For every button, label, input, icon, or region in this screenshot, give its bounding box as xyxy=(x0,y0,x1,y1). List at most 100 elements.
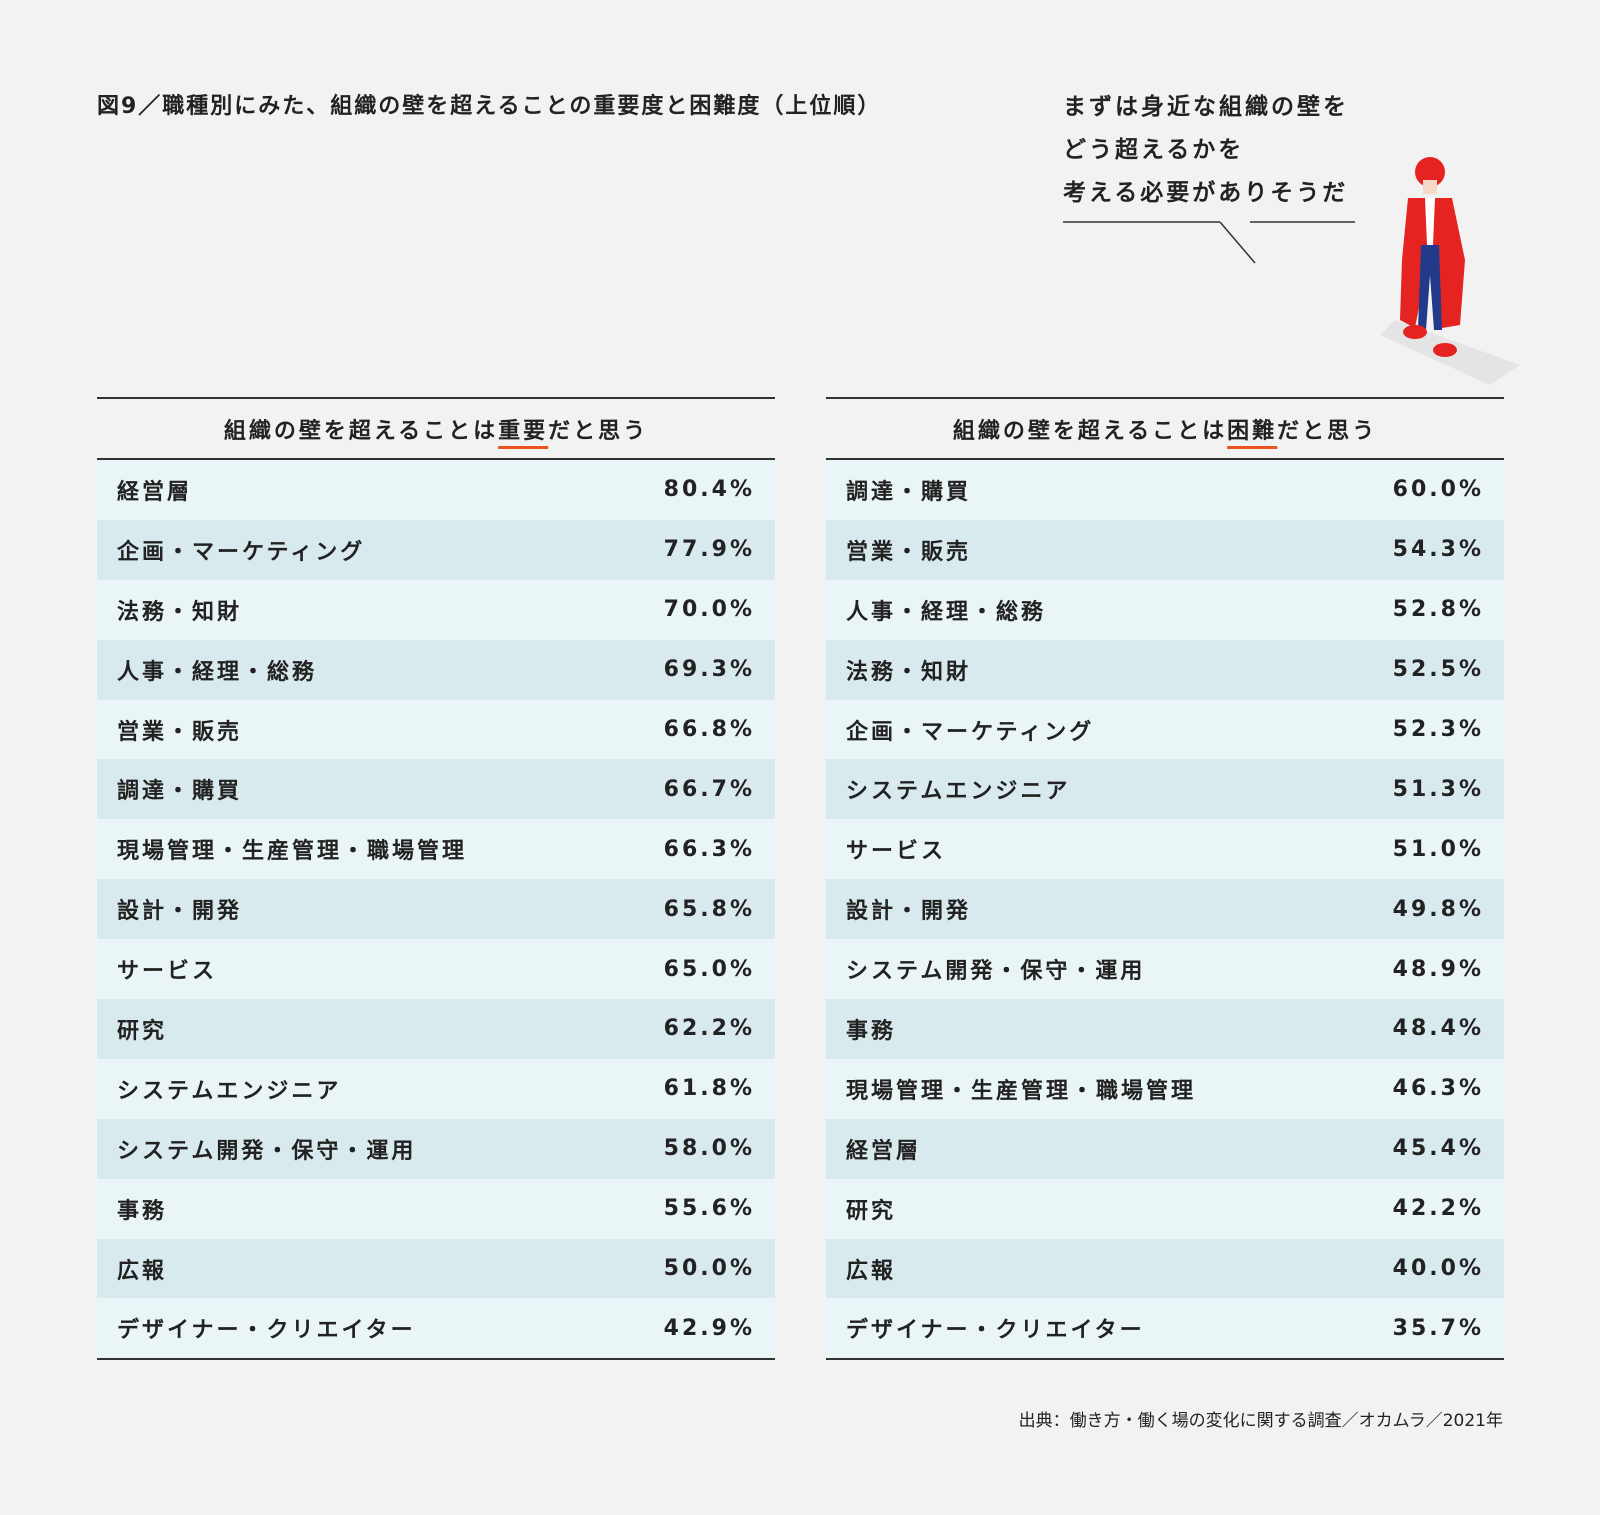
percentage: 42.2% xyxy=(1392,1196,1484,1222)
table-row: 企画・マーケティング 77.9% xyxy=(97,519,775,580)
percentage: 65.8% xyxy=(663,896,755,922)
job-label: 広報 xyxy=(846,1258,897,1284)
table-row: 営業・販売 54.3% xyxy=(826,519,1504,580)
job-label: 企画・マーケティング xyxy=(117,539,366,565)
table-row: 法務・知財 70.0% xyxy=(97,579,775,640)
job-label: 広報 xyxy=(117,1258,168,1284)
percentage: 69.3% xyxy=(663,657,755,683)
percentage: 48.4% xyxy=(1392,1016,1484,1042)
figure-title: 図9／職種別にみた、組織の壁を超えることの重要度と困難度（上位順） xyxy=(97,94,882,119)
job-label: サービス xyxy=(846,839,947,865)
job-label: システム開発・保守・運用 xyxy=(117,1138,417,1164)
job-label: システム開発・保守・運用 xyxy=(846,959,1146,985)
header-after: だと思う xyxy=(1277,418,1378,444)
job-label: システムエンジニア xyxy=(117,1078,342,1104)
percentage: 60.0% xyxy=(1392,477,1484,503)
job-label: 企画・マーケティング xyxy=(846,719,1095,745)
table-row: 営業・販売 66.8% xyxy=(97,699,775,760)
table: 組織の壁を超えることは重要だと思う 経営層 80.4% 企画・マーケティング 77.9%… xyxy=(97,397,775,1361)
table-row: 事務 55.6% xyxy=(97,1178,775,1239)
percentage: 70.0% xyxy=(663,597,755,623)
table-row: 現場管理・生産管理・職場管理 66.3% xyxy=(97,819,775,880)
table: 組織の壁を超えることは困難だと思う調達・購買 60.0% 営業・販売 54.3% 人事・… xyxy=(826,397,1504,1361)
speech: まずは身近な組織の壁を どう超えるかを 考える必要がありそうだ xyxy=(1063,86,1349,215)
job-label: サービス xyxy=(117,959,218,985)
job-label: 調達・購買 xyxy=(117,779,243,805)
job-label: 現場管理・生産管理・職場管理 xyxy=(117,839,468,865)
table-row: サービス 51.0% xyxy=(826,819,1504,880)
head xyxy=(1415,157,1445,187)
table-row: デザイナー・クリエイター 35.7% xyxy=(826,1298,1504,1359)
header-emphasis: 重要 xyxy=(498,418,549,444)
job-label: 経営層 xyxy=(846,1138,922,1164)
table-row: 設計・開発 65.8% xyxy=(97,879,775,940)
percentage: 51.3% xyxy=(1392,776,1484,802)
header-after: だと思う xyxy=(548,418,649,444)
percentage: 54.3% xyxy=(1392,537,1484,563)
table-row: 経営層 45.4% xyxy=(826,1118,1504,1179)
table-row: 法務・知財 52.5% xyxy=(826,639,1504,700)
header-text: 組織の壁を超えることは重要だと思う xyxy=(224,413,648,445)
table-row: 現場管理・生産管理・職場管理 46.3% xyxy=(826,1058,1504,1119)
percentage: 52.3% xyxy=(1392,717,1484,742)
source: 出典：働き方・働く場の変化に関する調査／オカムラ／2021年 xyxy=(1018,1411,1503,1431)
speech-line: 考える必要がありそうだ xyxy=(1063,180,1349,206)
header-before: 組織の壁を超えることは xyxy=(223,418,499,444)
illustration xyxy=(1063,157,1520,385)
table-row: システム開発・保守・運用 48.9% xyxy=(826,939,1504,1000)
job-label: 営業・販売 xyxy=(846,539,972,565)
percentage: 66.8% xyxy=(663,717,755,742)
table-row: 調達・購買 60.0% xyxy=(826,460,1504,520)
percentage: 49.8% xyxy=(1392,896,1484,922)
job-label: 設計・開発 xyxy=(117,899,243,925)
speech-line: まずは身近な組織の壁を xyxy=(1063,94,1349,120)
table-body: 調達・購買 60.0% 営業・販売 54.3% 人事・経理・総務 52.8% 法務・知財 52… xyxy=(826,460,1504,1359)
job-label: 現場管理・生産管理・職場管理 xyxy=(846,1078,1197,1104)
percentage: 52.8% xyxy=(1392,597,1484,623)
percentage: 48.9% xyxy=(1392,956,1484,982)
job-label: 営業・販売 xyxy=(117,719,243,745)
job-label: 経営層 xyxy=(117,479,193,505)
percentage: 40.0% xyxy=(1392,1256,1484,1282)
percentage: 51.0% xyxy=(1392,836,1484,862)
percentage: 61.8% xyxy=(663,1076,755,1102)
speech-line: どう超えるかを xyxy=(1063,137,1245,163)
percentage: 77.9% xyxy=(663,537,755,563)
job-label: 設計・開発 xyxy=(846,899,972,925)
table-row: サービス 65.0% xyxy=(97,939,775,1000)
percentage: 46.3% xyxy=(1392,1076,1484,1102)
percentage: 35.7% xyxy=(1392,1315,1484,1341)
table-row: 事務 48.4% xyxy=(826,999,1504,1059)
table-row: 調達・購買 66.7% xyxy=(97,759,775,820)
job-label: 法務・知財 xyxy=(117,599,243,625)
table-row: システムエンジニア 51.3% xyxy=(826,759,1504,820)
percentage: 50.0% xyxy=(663,1256,755,1282)
header-text: 組織の壁を超えることは困難だと思う xyxy=(953,413,1377,445)
table-row: 人事・経理・総務 52.8% xyxy=(826,579,1504,640)
table-header: 組織の壁を超えることは重要だと思う xyxy=(97,399,775,460)
table-row: 広報 50.0% xyxy=(97,1238,775,1299)
face xyxy=(1423,180,1437,194)
table-row: デザイナー・クリエイター 42.9% xyxy=(97,1298,775,1359)
percentage: 45.4% xyxy=(1392,1136,1484,1162)
job-label: 人事・経理・総務 xyxy=(846,599,1047,625)
job-label: 事務 xyxy=(117,1198,168,1224)
table-row: システム開発・保守・運用 58.0% xyxy=(97,1118,775,1179)
percentage: 66.7% xyxy=(663,776,755,802)
speech-tail xyxy=(1063,221,1355,264)
table-row: 広報 40.0% xyxy=(826,1238,1504,1299)
table-body: 経営層 80.4% 企画・マーケティング 77.9% 法務・知財 70.0% 人事・経理・総… xyxy=(97,460,775,1359)
header-emphasis: 困難 xyxy=(1227,418,1278,444)
percentage: 62.2% xyxy=(663,1016,755,1042)
table-row: 人事・経理・総務 69.3% xyxy=(97,639,775,700)
table-header: 組織の壁を超えることは困難だと思う xyxy=(826,399,1504,460)
table-row: 設計・開発 49.8% xyxy=(826,879,1504,940)
job-label: 調達・購買 xyxy=(846,479,972,505)
job-label: 事務 xyxy=(846,1018,897,1044)
job-label: 研究 xyxy=(117,1018,168,1044)
job-label: デザイナー・クリエイター xyxy=(846,1318,1145,1344)
legs xyxy=(1418,245,1442,330)
job-label: 法務・知財 xyxy=(846,659,972,685)
percentage: 65.0% xyxy=(663,956,755,982)
